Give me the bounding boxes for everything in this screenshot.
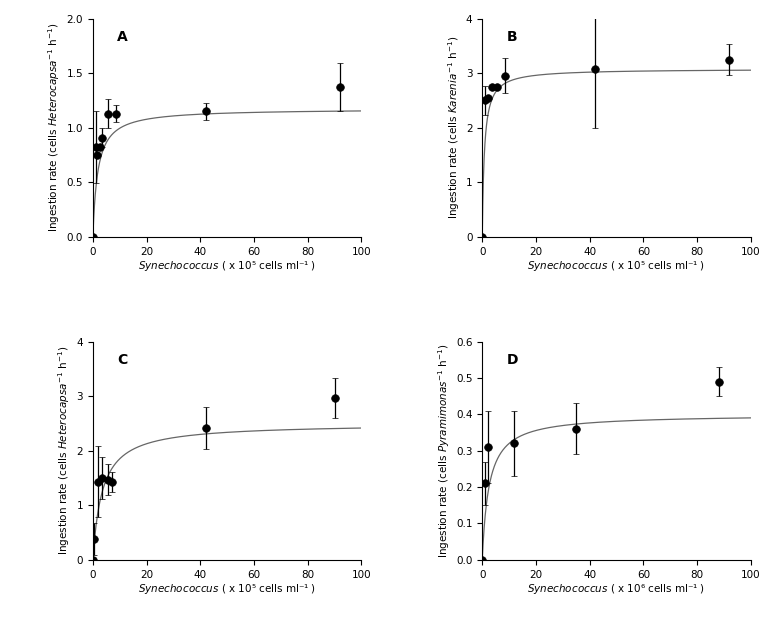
- Text: A: A: [117, 30, 128, 44]
- X-axis label: $\mathit{Synechococcus}$ ( x 10⁵ cells ml⁻¹ ): $\mathit{Synechococcus}$ ( x 10⁵ cells m…: [138, 259, 317, 273]
- X-axis label: $\mathit{Synechococcus}$ ( x 10⁵ cells ml⁻¹ ): $\mathit{Synechococcus}$ ( x 10⁵ cells m…: [527, 259, 706, 273]
- X-axis label: $\mathit{Synechococcus}$ ( x 10⁵ cells ml⁻¹ ): $\mathit{Synechococcus}$ ( x 10⁵ cells m…: [138, 582, 317, 596]
- Text: D: D: [506, 353, 518, 366]
- Text: C: C: [117, 353, 127, 366]
- X-axis label: $\mathit{Synechococcus}$ ( x 10⁶ cells ml⁻¹ ): $\mathit{Synechococcus}$ ( x 10⁶ cells m…: [527, 582, 706, 596]
- Y-axis label: Ingestion rate (cells $\mathit{Karenia}^{-1}$ h$^{-1}$): Ingestion rate (cells $\mathit{Karenia}^…: [446, 36, 462, 220]
- Y-axis label: Ingestion rate (cells $\mathit{Heterocapsa}^{-1}$ h$^{-1}$): Ingestion rate (cells $\mathit{Heterocap…: [57, 346, 72, 555]
- Text: B: B: [506, 30, 517, 44]
- Y-axis label: Ingestion rate (cells $\mathit{Heterocapsa}^{-1}$ h$^{-1}$): Ingestion rate (cells $\mathit{Heterocap…: [46, 23, 63, 233]
- Y-axis label: Ingestion rate (cells $\mathit{Pyramimonas}^{-1}$ h$^{-1}$): Ingestion rate (cells $\mathit{Pyramimon…: [436, 343, 452, 558]
